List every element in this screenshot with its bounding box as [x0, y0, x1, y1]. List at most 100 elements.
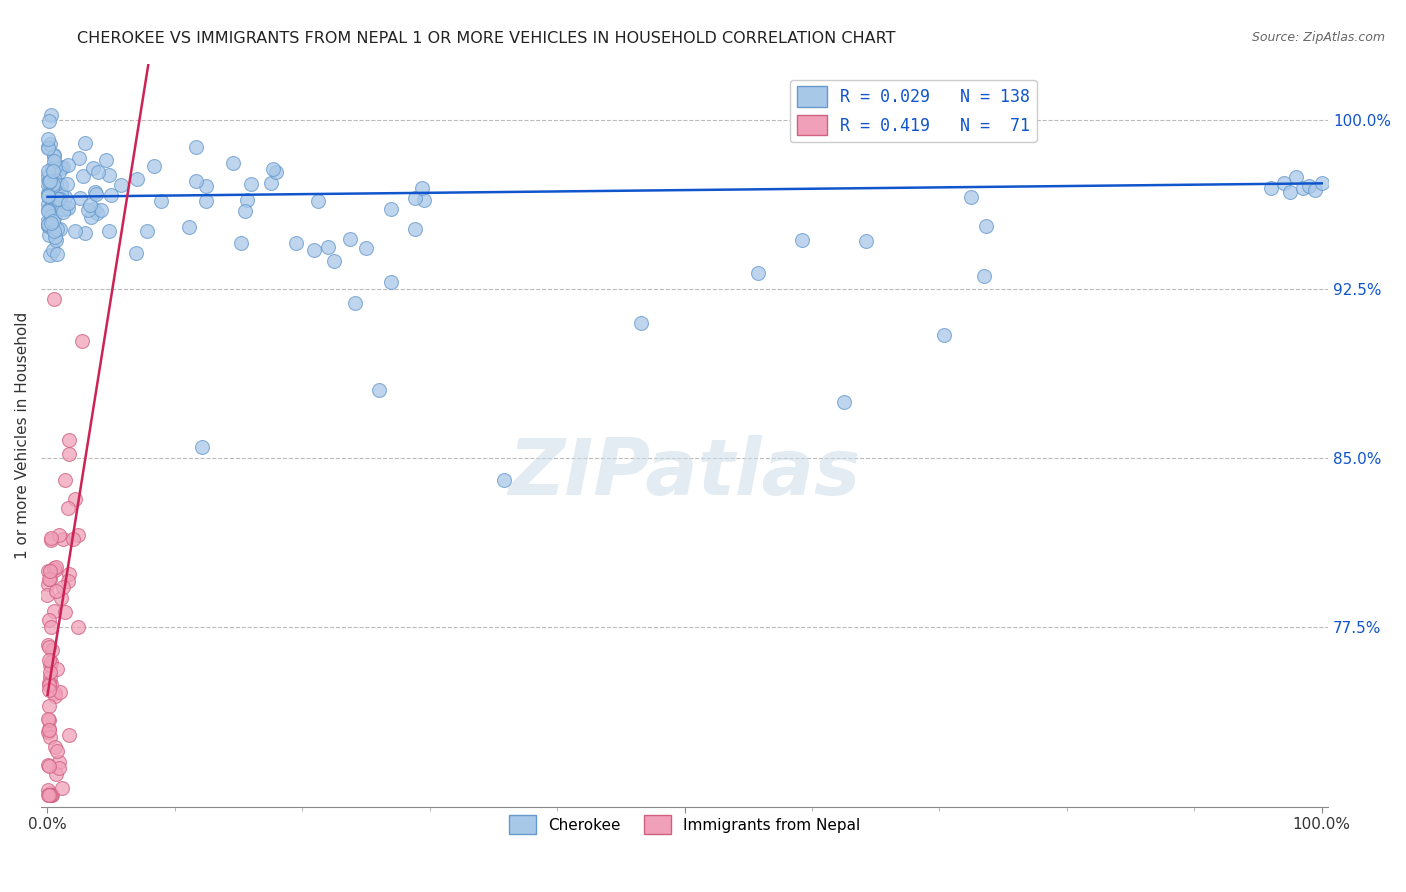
Point — [41, 161, 63, 176]
Point — [45, 247, 67, 261]
Point — [38, 665, 60, 679]
Point — [44, 740, 66, 755]
Point — [37, 188, 59, 202]
Point — [79, 210, 101, 224]
Point — [41, 789, 63, 803]
Point — [42, 292, 65, 306]
Point — [354, 241, 377, 255]
Point — [37, 217, 59, 231]
Point — [39, 789, 62, 803]
Point — [855, 234, 877, 248]
Point — [84, 186, 107, 201]
Point — [1305, 183, 1327, 197]
Point — [316, 240, 339, 254]
Point — [239, 178, 262, 192]
Point — [339, 232, 361, 246]
Point — [44, 604, 66, 618]
Point — [38, 640, 60, 654]
Point — [186, 140, 208, 154]
Point — [37, 177, 59, 191]
Point — [39, 137, 62, 152]
Point — [45, 177, 67, 191]
Point — [832, 394, 855, 409]
Point — [38, 189, 60, 203]
Point — [82, 161, 104, 175]
Point — [37, 202, 59, 217]
Point — [404, 222, 426, 236]
Text: Source: ZipAtlas.com: Source: ZipAtlas.com — [1251, 31, 1385, 45]
Point — [38, 114, 60, 128]
Point — [195, 179, 218, 194]
Point — [38, 186, 60, 201]
Point — [53, 202, 76, 216]
Point — [48, 221, 70, 235]
Point — [37, 712, 59, 726]
Point — [404, 191, 426, 205]
Point — [51, 780, 73, 795]
Point — [39, 789, 62, 803]
Point — [45, 221, 67, 235]
Point — [56, 500, 79, 515]
Point — [42, 561, 65, 575]
Point — [191, 440, 214, 454]
Point — [65, 491, 87, 506]
Point — [46, 662, 69, 676]
Point — [38, 675, 60, 690]
Point — [56, 574, 79, 589]
Point — [49, 161, 72, 175]
Point — [97, 168, 120, 182]
Point — [39, 209, 62, 223]
Point — [72, 169, 94, 184]
Point — [42, 214, 65, 228]
Point — [380, 276, 402, 290]
Point — [307, 194, 329, 209]
Point — [37, 588, 59, 602]
Point — [70, 334, 93, 349]
Point — [96, 153, 118, 167]
Point — [747, 266, 769, 280]
Point — [56, 177, 79, 191]
Point — [143, 159, 166, 173]
Point — [37, 203, 59, 218]
Point — [97, 224, 120, 238]
Point — [42, 164, 65, 178]
Legend: Cherokee, Immigrants from Nepal: Cherokee, Immigrants from Nepal — [502, 809, 866, 840]
Point — [53, 605, 76, 619]
Point — [492, 474, 515, 488]
Point — [260, 176, 283, 190]
Point — [39, 533, 62, 547]
Point — [46, 193, 69, 207]
Point — [323, 253, 346, 268]
Point — [86, 206, 108, 220]
Point — [66, 528, 89, 542]
Point — [37, 638, 59, 652]
Point — [37, 197, 59, 211]
Point — [411, 181, 433, 195]
Point — [42, 149, 65, 163]
Point — [38, 759, 60, 773]
Text: CHEROKEE VS IMMIGRANTS FROM NEPAL 1 OR MORE VEHICLES IN HOUSEHOLD CORRELATION CH: CHEROKEE VS IMMIGRANTS FROM NEPAL 1 OR M… — [77, 31, 896, 46]
Point — [38, 683, 60, 698]
Point — [38, 722, 60, 736]
Point — [51, 202, 73, 216]
Point — [73, 226, 96, 240]
Point — [177, 220, 200, 235]
Point — [48, 528, 70, 542]
Point — [52, 580, 75, 594]
Point — [58, 201, 80, 215]
Point — [38, 730, 60, 744]
Point — [221, 155, 243, 169]
Point — [42, 153, 65, 168]
Point — [37, 565, 59, 579]
Point — [37, 724, 59, 739]
Point — [42, 243, 65, 257]
Point — [66, 620, 89, 634]
Point — [44, 160, 66, 174]
Point — [58, 158, 80, 172]
Point — [37, 757, 59, 772]
Point — [45, 196, 67, 211]
Point — [1278, 186, 1301, 200]
Point — [44, 563, 66, 577]
Point — [38, 677, 60, 691]
Point — [1272, 177, 1295, 191]
